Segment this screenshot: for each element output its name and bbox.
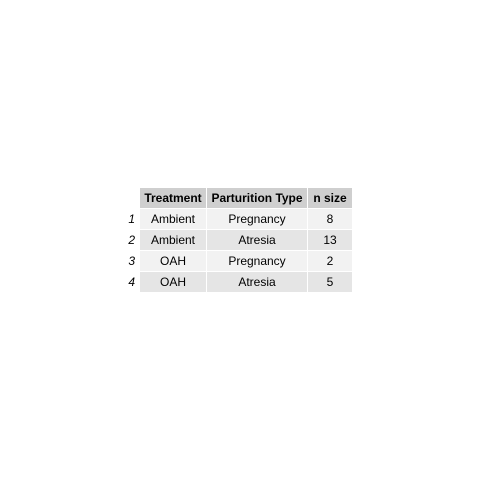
table-row: 1 Ambient Pregnancy 8 (123, 209, 352, 229)
cell-n-size: 13 (308, 230, 352, 250)
row-index: 3 (128, 254, 135, 268)
cell-n-size: 8 (308, 209, 352, 229)
cell-n-size: 5 (308, 272, 352, 292)
column-header-treatment: Treatment (140, 188, 206, 208)
row-index: 2 (128, 233, 135, 247)
data-table: Treatment Parturition Type n size 1 Ambi… (122, 187, 353, 293)
cell-treatment: OAH (140, 251, 206, 271)
table-row: 3 OAH Pregnancy 2 (123, 251, 352, 271)
cell-parturition-type: Atresia (207, 230, 307, 250)
column-header-n-size: n size (308, 188, 352, 208)
cell-parturition-type: Atresia (207, 272, 307, 292)
row-index: 4 (128, 275, 135, 289)
cell-parturition-type: Pregnancy (207, 209, 307, 229)
row-index: 1 (128, 212, 135, 226)
table-row: 2 Ambient Atresia 13 (123, 230, 352, 250)
cell-parturition-type: Pregnancy (207, 251, 307, 271)
rowname-header (123, 188, 139, 208)
table-row: 4 OAH Atresia 5 (123, 272, 352, 292)
cell-treatment: Ambient (140, 230, 206, 250)
header-row: Treatment Parturition Type n size (123, 188, 352, 208)
cell-treatment: Ambient (140, 209, 206, 229)
cell-n-size: 2 (308, 251, 352, 271)
column-header-parturition-type: Parturition Type (207, 188, 307, 208)
cell-treatment: OAH (140, 272, 206, 292)
